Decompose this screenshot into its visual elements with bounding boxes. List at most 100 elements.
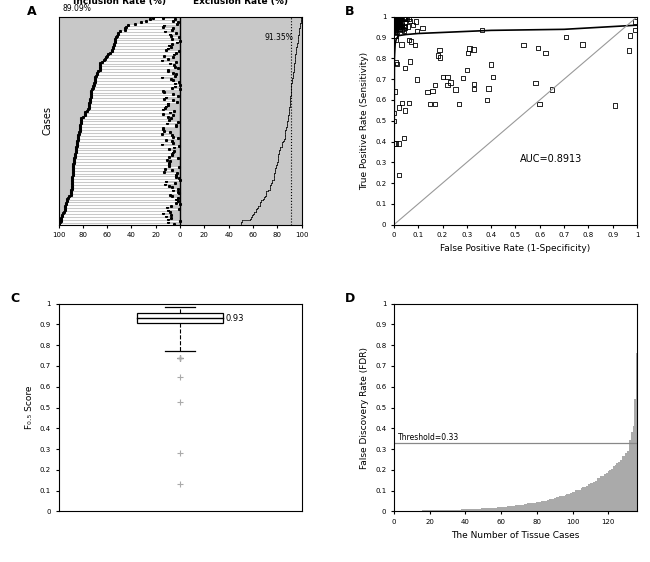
Bar <box>180 162 278 164</box>
Bar <box>180 78 292 79</box>
Point <box>394 15 404 24</box>
Bar <box>180 142 282 144</box>
Bar <box>138 313 222 323</box>
Bar <box>180 102 290 104</box>
Bar <box>592 483 593 511</box>
Bar <box>180 23 300 24</box>
Bar <box>180 19 302 20</box>
Bar <box>180 116 289 117</box>
Point <box>442 72 452 81</box>
Point <box>406 37 416 46</box>
Bar <box>536 502 538 511</box>
Bar <box>461 509 463 511</box>
Point <box>391 15 401 24</box>
Point <box>530 79 541 88</box>
Point <box>400 13 411 22</box>
Point <box>393 19 403 28</box>
Point <box>391 16 401 25</box>
Bar <box>466 509 468 511</box>
Bar <box>604 474 606 511</box>
Bar <box>180 179 274 180</box>
Bar <box>180 28 300 29</box>
Bar <box>479 509 480 511</box>
Bar <box>543 501 545 511</box>
Bar <box>532 504 534 511</box>
Bar <box>180 44 297 46</box>
Bar <box>518 505 520 511</box>
Point <box>411 26 422 35</box>
Point <box>389 87 400 96</box>
Bar <box>180 67 294 69</box>
Bar <box>180 203 259 205</box>
Point <box>393 20 404 29</box>
Point <box>477 25 488 34</box>
Point <box>389 116 399 125</box>
Bar <box>180 64 294 66</box>
Point <box>417 24 428 33</box>
Bar <box>465 509 466 511</box>
Bar <box>180 202 260 203</box>
Bar <box>180 171 275 173</box>
Point <box>430 80 440 89</box>
Bar <box>180 180 272 182</box>
Point <box>469 84 479 93</box>
Point <box>395 22 405 31</box>
Bar <box>180 173 274 174</box>
Point <box>389 22 399 31</box>
Bar <box>445 510 447 511</box>
Bar <box>534 503 536 511</box>
Point <box>389 18 400 27</box>
Bar <box>180 151 280 153</box>
Bar <box>579 490 580 511</box>
Point <box>395 13 406 22</box>
Bar <box>525 504 527 511</box>
Point <box>458 74 468 83</box>
Bar <box>180 183 271 185</box>
Text: B: B <box>345 5 355 18</box>
Bar <box>609 470 611 511</box>
Bar <box>180 60 294 61</box>
Bar <box>180 17 302 19</box>
Point <box>425 99 436 108</box>
Bar <box>439 510 441 511</box>
Bar <box>575 490 577 511</box>
Point <box>393 16 403 25</box>
Point <box>399 18 410 27</box>
Bar <box>551 499 552 511</box>
Bar <box>625 453 627 511</box>
Bar <box>493 507 495 511</box>
Bar <box>180 178 274 179</box>
Bar <box>180 31 299 32</box>
Bar <box>606 473 608 511</box>
Point <box>396 20 407 29</box>
Bar <box>180 150 280 151</box>
Point <box>624 46 634 55</box>
Point <box>391 14 401 23</box>
Bar <box>565 495 566 511</box>
Point <box>394 15 404 24</box>
Bar <box>180 185 270 187</box>
Y-axis label: F₀.₅ Score: F₀.₅ Score <box>25 386 34 429</box>
Bar <box>180 144 282 145</box>
Bar <box>180 58 294 60</box>
Bar <box>504 507 506 511</box>
Point <box>389 31 400 40</box>
Point <box>412 75 423 84</box>
Bar <box>180 99 290 101</box>
Bar <box>180 138 285 139</box>
Bar <box>180 21 301 23</box>
Bar <box>180 168 275 170</box>
Y-axis label: Cases: Cases <box>43 106 53 135</box>
Bar <box>180 104 290 106</box>
Point <box>443 81 453 90</box>
Bar <box>180 81 292 83</box>
Point <box>394 170 404 179</box>
Bar <box>180 51 296 52</box>
Bar <box>434 510 436 511</box>
Bar <box>180 101 290 102</box>
Point <box>395 24 406 33</box>
Point <box>390 21 400 30</box>
Bar <box>470 509 472 511</box>
Bar <box>180 206 259 208</box>
Point <box>394 17 404 26</box>
